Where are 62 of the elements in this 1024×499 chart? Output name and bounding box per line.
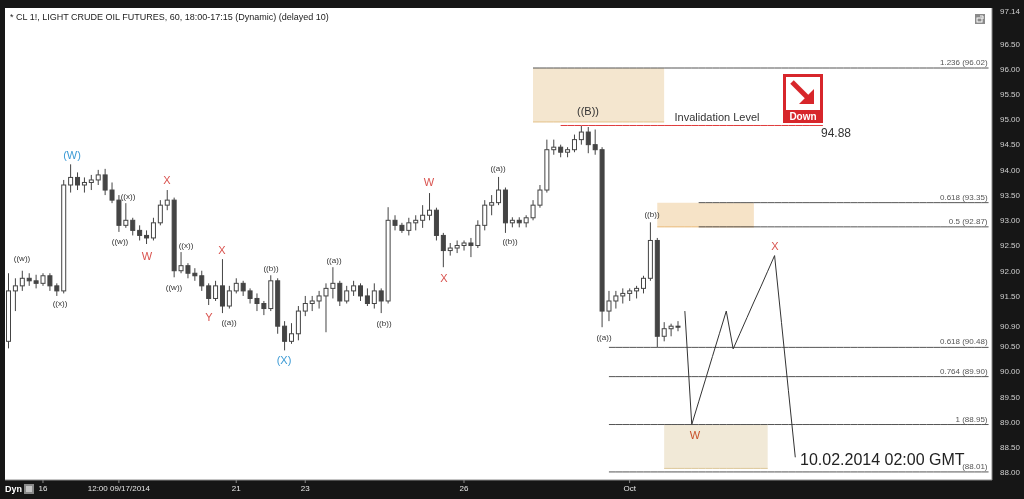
x-tick-label: Oct	[623, 483, 637, 493]
y-tick-label: 92.00	[1000, 266, 1021, 276]
annotation: (W)	[63, 149, 81, 161]
annotation: X	[440, 272, 449, 284]
annotation: ((a))	[326, 255, 342, 265]
y-tick-label: 95.50	[1000, 90, 1021, 100]
series-label: 0.764 (89.90)	[939, 366, 988, 376]
chart-title: * CL 1!, LIGHT CRUDE OIL FUTURES, 60, 18:00-17:15 (Dynamic) (delayed 10)	[10, 12, 329, 23]
y-tick-label: 95.00	[1000, 115, 1021, 125]
annotation: W	[141, 250, 153, 262]
x-tick-label: 12:00 09/17/2014	[87, 483, 151, 493]
annotation: Y	[205, 311, 214, 323]
series-label: 0.5 (92.87)	[948, 216, 988, 226]
annotation: Down	[788, 110, 818, 123]
y-tick-label: 91.50	[1000, 291, 1021, 301]
y-tick-label: 93.50	[1000, 190, 1021, 200]
y-tick-label: 92.50	[1000, 241, 1021, 251]
annotation: ((b))	[376, 318, 392, 328]
y-tick-label: 96.00	[1000, 64, 1021, 74]
y-tick-label: 90.50	[1000, 342, 1021, 352]
y-tick-label: 90.90	[1000, 322, 1021, 332]
series-label: (88.01)	[962, 461, 988, 471]
x-tick-label: 21	[231, 483, 242, 493]
annotation: Invalidation Level	[674, 111, 760, 123]
annotation: ((x))	[52, 298, 68, 308]
annotation: ((x))	[178, 240, 194, 250]
annotation: ((w))	[111, 236, 129, 246]
annotation: (X)	[276, 354, 292, 366]
y-tick-label: 97.14	[1000, 7, 1021, 17]
annotation: 94.88	[820, 126, 852, 140]
annotation: ((b))	[263, 263, 279, 273]
series-label: 0.618 (93.35)	[939, 192, 988, 202]
y-tick-label: 93.00	[1000, 216, 1021, 226]
y-tick-label: 96.50	[1000, 39, 1021, 49]
series-label: 0.618 (90.48)	[939, 337, 988, 347]
annotation: ((w))	[13, 253, 31, 263]
y-tick-label: 88.00	[1000, 468, 1021, 478]
annotation: ((B))	[577, 105, 599, 117]
y-tick-label: 88.50	[1000, 443, 1021, 453]
annotation: W	[689, 429, 701, 441]
annotation: ((b))	[502, 236, 518, 246]
annotation: W	[423, 176, 435, 188]
x-tick-label: 16	[38, 483, 48, 493]
y-tick-label: 90.00	[1000, 367, 1021, 377]
annotation: ((a))	[221, 317, 237, 327]
y-tick-label: 89.00	[1000, 417, 1021, 427]
annotation: X	[771, 240, 780, 252]
annotation: ((w))	[165, 282, 183, 292]
annotation: ((a))	[490, 163, 506, 173]
series-label: 1 (88.95)	[955, 414, 988, 424]
x-tick-label: 23	[300, 483, 311, 493]
annotation: ((x))	[120, 191, 136, 201]
annotation: ((b))	[644, 209, 660, 219]
y-tick-label: 94.50	[1000, 140, 1021, 150]
annotation: X	[218, 244, 227, 256]
x-tick-label: 26	[459, 483, 469, 493]
annotation: X	[163, 174, 172, 186]
text: Dyn	[5, 483, 23, 495]
series-label: 1.236 (96.02)	[939, 58, 988, 68]
y-tick-label: 89.50	[1000, 392, 1021, 402]
y-tick-label: 94.00	[1000, 165, 1021, 175]
annotation: ((a))	[596, 332, 612, 342]
